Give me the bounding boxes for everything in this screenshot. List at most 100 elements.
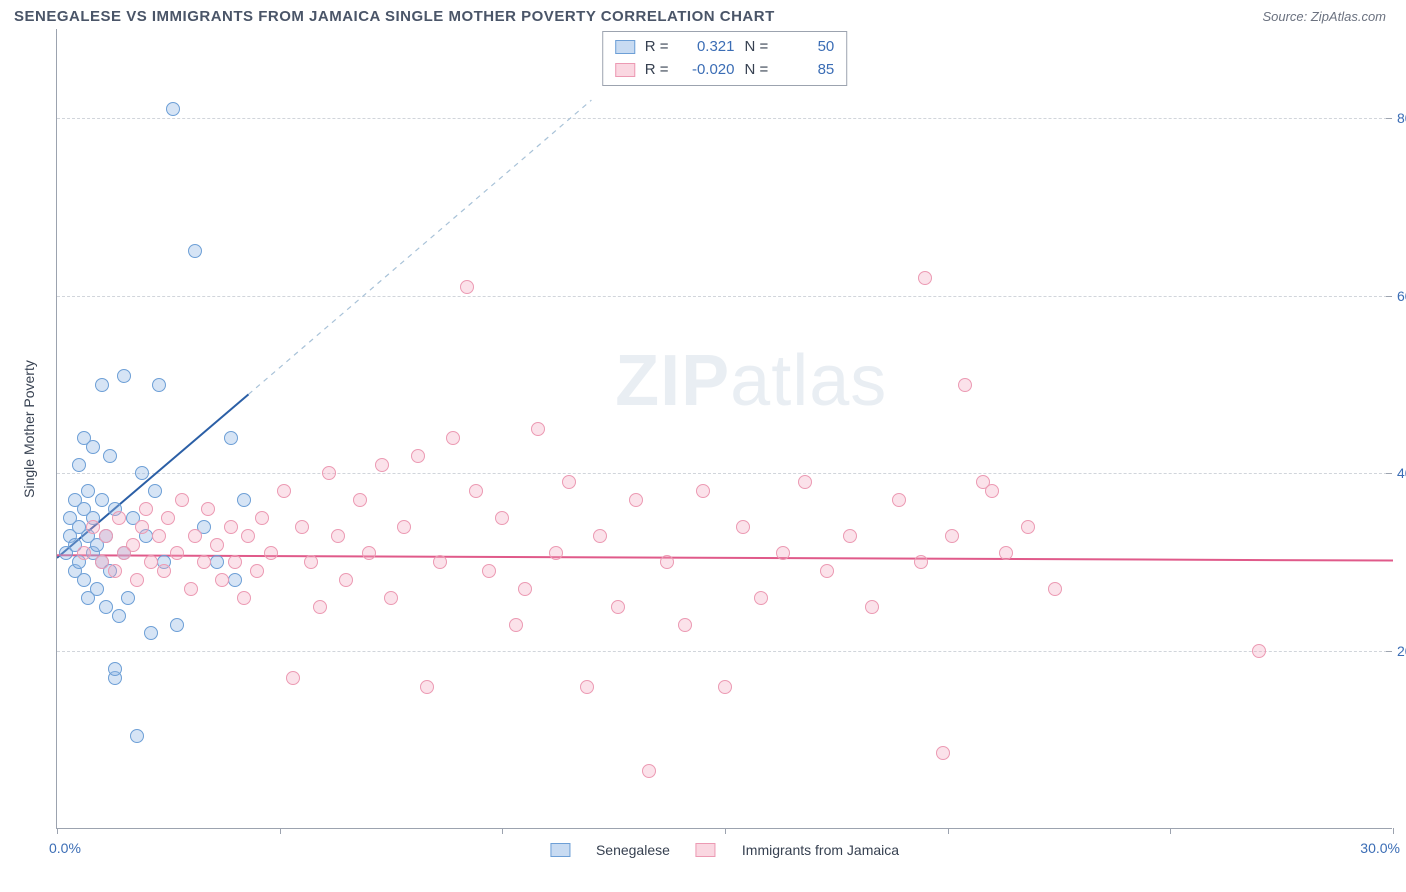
data-point-jamaica: [958, 378, 972, 392]
data-point-jamaica: [611, 600, 625, 614]
x-tick-mark: [1170, 828, 1171, 834]
data-point-jamaica: [215, 573, 229, 587]
x-tick-mark: [280, 828, 281, 834]
swatch-icon: [615, 40, 635, 54]
chart-title: SENEGALESE VS IMMIGRANTS FROM JAMAICA SI…: [14, 8, 775, 25]
swatch-icon: [696, 843, 716, 857]
legend-label: Immigrants from Jamaica: [742, 842, 899, 858]
r-value: -0.020: [679, 59, 735, 82]
data-point-senegalese: [210, 555, 224, 569]
data-point-jamaica: [112, 511, 126, 525]
data-point-senegalese: [117, 369, 131, 383]
data-point-jamaica: [322, 466, 336, 480]
data-point-jamaica: [99, 529, 113, 543]
data-point-senegalese: [112, 609, 126, 623]
data-point-jamaica: [562, 475, 576, 489]
x-tick-mark: [502, 828, 503, 834]
data-point-senegalese: [237, 493, 251, 507]
data-point-jamaica: [754, 591, 768, 605]
data-point-jamaica: [362, 546, 376, 560]
r-label: R =: [645, 36, 669, 59]
data-point-senegalese: [130, 729, 144, 743]
data-point-jamaica: [460, 280, 474, 294]
gridline: [57, 473, 1392, 474]
data-point-jamaica: [420, 680, 434, 694]
data-point-jamaica: [660, 555, 674, 569]
stats-row: R = 0.321 N = 50: [615, 36, 835, 59]
gridline: [57, 651, 1392, 652]
data-point-jamaica: [985, 484, 999, 498]
data-point-senegalese: [108, 662, 122, 676]
data-point-jamaica: [353, 493, 367, 507]
source-label: Source: ZipAtlas.com: [1262, 9, 1386, 24]
watermark: ZIPatlas: [615, 340, 887, 422]
data-point-jamaica: [593, 529, 607, 543]
data-point-senegalese: [144, 626, 158, 640]
data-point-jamaica: [250, 564, 264, 578]
data-point-jamaica: [295, 520, 309, 534]
y-tick-label: 60.0%: [1397, 288, 1406, 304]
stats-box: R = 0.321 N = 50 R = -0.020 N = 85: [602, 31, 848, 86]
data-point-jamaica: [184, 582, 198, 596]
x-max-label: 30.0%: [1360, 840, 1400, 856]
data-point-senegalese: [228, 573, 242, 587]
data-point-jamaica: [188, 529, 202, 543]
data-point-jamaica: [678, 618, 692, 632]
data-point-jamaica: [798, 475, 812, 489]
data-point-senegalese: [81, 484, 95, 498]
data-point-jamaica: [411, 449, 425, 463]
n-value: 50: [778, 36, 834, 59]
n-label: N =: [745, 59, 769, 82]
data-point-jamaica: [1048, 582, 1062, 596]
y-tick-label: 40.0%: [1397, 465, 1406, 481]
data-point-jamaica: [446, 431, 460, 445]
data-point-senegalese: [148, 484, 162, 498]
data-point-jamaica: [820, 564, 834, 578]
data-point-jamaica: [237, 591, 251, 605]
x-tick-mark: [57, 828, 58, 834]
data-point-jamaica: [201, 502, 215, 516]
data-point-jamaica: [776, 546, 790, 560]
y-tick-mark: [1386, 651, 1392, 652]
x-tick-mark: [1393, 828, 1394, 834]
data-point-jamaica: [210, 538, 224, 552]
data-point-jamaica: [175, 493, 189, 507]
swatch-icon: [615, 63, 635, 77]
data-point-jamaica: [264, 546, 278, 560]
trend-lines: [57, 29, 1393, 829]
data-point-jamaica: [161, 511, 175, 525]
data-point-jamaica: [999, 546, 1013, 560]
data-point-jamaica: [549, 546, 563, 560]
data-point-jamaica: [157, 564, 171, 578]
data-point-jamaica: [469, 484, 483, 498]
data-point-jamaica: [482, 564, 496, 578]
x-tick-mark: [948, 828, 949, 834]
data-point-jamaica: [77, 546, 91, 560]
legend-label: Senegalese: [596, 842, 670, 858]
data-point-jamaica: [642, 764, 656, 778]
x-min-label: 0.0%: [49, 840, 81, 856]
data-point-senegalese: [135, 466, 149, 480]
data-point-jamaica: [241, 529, 255, 543]
data-point-senegalese: [188, 244, 202, 258]
n-value: 85: [778, 59, 834, 82]
y-tick-label: 80.0%: [1397, 110, 1406, 126]
data-point-jamaica: [936, 746, 950, 760]
data-point-jamaica: [197, 555, 211, 569]
data-point-jamaica: [629, 493, 643, 507]
data-point-jamaica: [139, 502, 153, 516]
data-point-jamaica: [130, 573, 144, 587]
trendline-jamaica: [57, 555, 1393, 560]
data-point-jamaica: [108, 564, 122, 578]
data-point-senegalese: [86, 440, 100, 454]
y-tick-label: 20.0%: [1397, 643, 1406, 659]
data-point-jamaica: [509, 618, 523, 632]
data-point-senegalese: [166, 102, 180, 116]
data-point-senegalese: [77, 573, 91, 587]
data-point-jamaica: [518, 582, 532, 596]
gridline: [57, 118, 1392, 119]
data-point-jamaica: [892, 493, 906, 507]
data-point-jamaica: [914, 555, 928, 569]
data-point-senegalese: [90, 582, 104, 596]
data-point-jamaica: [495, 511, 509, 525]
